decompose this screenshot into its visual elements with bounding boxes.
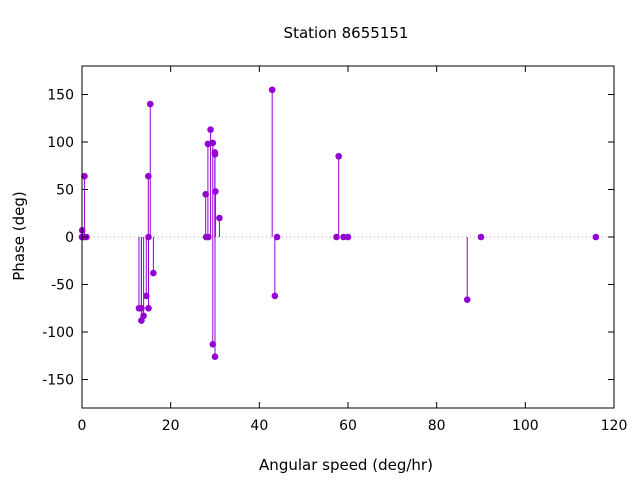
data-point	[592, 233, 600, 241]
y-tick-label: -100	[42, 325, 74, 341]
data-point	[271, 292, 279, 300]
y-tick-label: 50	[56, 183, 74, 199]
x-tick-label: 0	[78, 418, 87, 434]
y-tick-label: 100	[47, 135, 74, 151]
x-tick-label: 60	[339, 418, 357, 434]
x-tick-label: 80	[428, 418, 446, 434]
data-point	[142, 292, 150, 300]
x-tick-label: 20	[162, 418, 180, 434]
data-point	[209, 139, 217, 147]
data-point	[273, 233, 281, 241]
data-point	[477, 233, 485, 241]
stems-layer	[81, 89, 468, 357]
data-point	[150, 269, 157, 277]
y-axis-title: Phase (deg)	[10, 191, 28, 281]
data-point	[333, 233, 340, 241]
x-tick-label: 120	[601, 418, 628, 434]
data-point	[211, 353, 219, 361]
data-point	[140, 312, 147, 320]
y-tick-label: -150	[42, 373, 74, 389]
data-point	[344, 233, 352, 241]
data-point	[138, 304, 145, 312]
y-axis: -150 -100 -50 0 50 100 150	[42, 88, 614, 389]
data-point	[81, 172, 88, 180]
data-point	[145, 233, 152, 241]
data-point	[212, 188, 219, 195]
chart-title: Station 8655151	[284, 24, 409, 42]
y-tick-label: 0	[65, 230, 74, 246]
data-point	[211, 151, 219, 158]
data-point	[268, 86, 276, 94]
points-layer	[78, 86, 600, 361]
data-point	[205, 233, 212, 241]
x-axis-title: Angular speed (deg/hr)	[259, 456, 433, 474]
data-point	[209, 341, 217, 348]
data-point	[145, 304, 152, 312]
data-point	[202, 190, 209, 198]
data-point	[207, 126, 214, 133]
data-point	[204, 140, 212, 148]
data-point	[216, 214, 223, 222]
y-tick-label: -50	[51, 278, 74, 294]
y-tick-label: 150	[47, 88, 74, 104]
data-point	[335, 152, 342, 160]
x-tick-label: 40	[250, 418, 268, 434]
data-point	[463, 296, 471, 304]
data-point	[145, 172, 152, 180]
x-tick-label: 100	[512, 418, 539, 434]
x-axis: 0 20 40 60 80 100 120	[78, 66, 628, 434]
data-point	[146, 100, 154, 108]
